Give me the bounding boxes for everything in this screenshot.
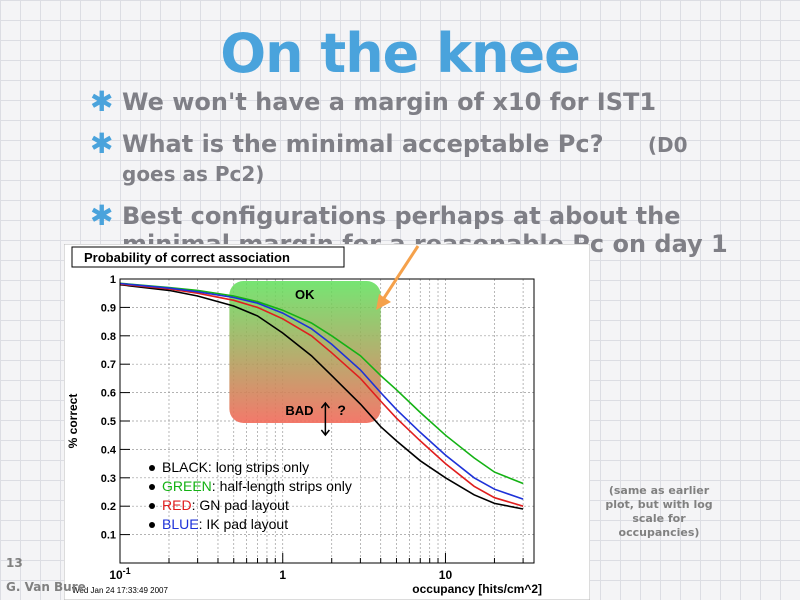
bullet-minimal-pc: ✱ What is the minimal acceptable Pc? (D0… (90, 130, 730, 188)
legend-bullet-icon (149, 465, 155, 471)
side-note: (same as earlier plot, but with log scal… (605, 484, 713, 539)
y-tick-label: 1 (110, 274, 116, 286)
question-label: ? (337, 402, 346, 418)
legend-bullet-icon (149, 503, 155, 509)
legend-entry: RED: GN pad layout (162, 497, 289, 513)
y-axis-label: % correct (66, 394, 80, 449)
y-tick-label: 0.9 (101, 302, 116, 314)
y-tick-label: 0.7 (101, 359, 116, 371)
x-tick-label: 10 (439, 568, 453, 582)
bullet-text-margin: We won't have a margin of x10 for IST1 (122, 88, 657, 116)
bullet-star-icon: ✱ (90, 85, 114, 118)
series-line-blue (120, 282, 524, 500)
x-tick-label: 1 (279, 568, 286, 582)
double-arrow-icon (320, 401, 330, 437)
bullet-aside-d0: (D0 goes as Pc2) (122, 133, 688, 186)
y-tick-label: 0.8 (101, 331, 116, 343)
plot-timestamp: Wed Jan 24 17:33:49 2007 (72, 586, 168, 595)
y-tick-label: 0.4 (101, 444, 117, 456)
slide-number: 13 (6, 556, 23, 570)
double-arrow-head-down (320, 429, 330, 437)
author-name: G. Van Bure (6, 580, 86, 594)
plot-legend: BLACK: long strips only GREEN: half-lengt… (149, 459, 352, 532)
series-line-black (120, 283, 524, 510)
y-tick-label: 0.6 (101, 388, 116, 400)
bad-label: BAD (285, 403, 313, 418)
series-line-red (120, 283, 524, 507)
y-tick-label: 0.5 (101, 416, 116, 428)
plot-title: Probability of correct association (84, 250, 290, 265)
plot-curves (120, 282, 524, 510)
x-axis-label: occupancy [hits/cm^2] (412, 582, 542, 596)
ok-label: OK (295, 287, 315, 302)
bullet-star-icon: ✱ (90, 127, 114, 160)
series-line-green (120, 282, 524, 485)
y-tick-label: 0.1 (101, 530, 116, 542)
y-tick-label: 0.2 (101, 501, 116, 513)
legend-entry: BLACK: long strips only (162, 459, 309, 475)
bullet-margin: ✱ We won't have a margin of x10 for IST1 (90, 85, 730, 118)
plot-title-box (71, 246, 345, 268)
legend-bullet-icon (149, 522, 155, 528)
double-arrow-head-up (320, 401, 330, 409)
slide-title: On the knee (220, 22, 580, 85)
bullet-star-icon: ✱ (90, 199, 114, 232)
bullet-text-minimal-pc: What is the minimal acceptable Pc? (122, 130, 604, 158)
legend-bullet-icon (149, 484, 155, 490)
legend-entry: GREEN: half-length strips only (162, 478, 352, 494)
legend-entry: BLUE: IK pad layout (162, 516, 288, 532)
y-tick-label: 0.3 (101, 473, 116, 485)
